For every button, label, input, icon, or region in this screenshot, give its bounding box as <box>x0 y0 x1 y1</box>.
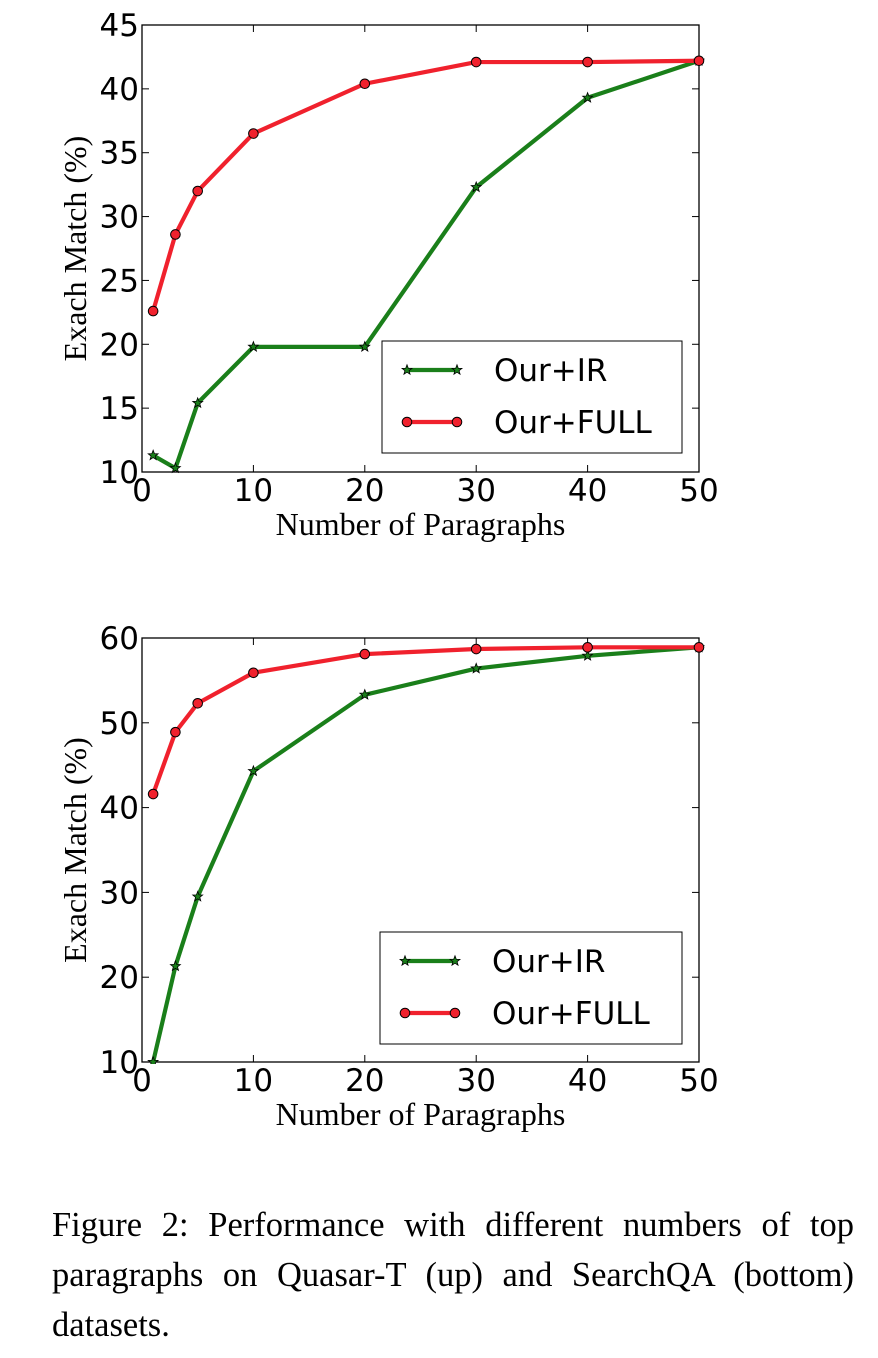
legend-label-our-full: Our+FULL <box>492 996 651 1032</box>
legend-marker-our-ir <box>448 954 462 967</box>
data-point-our-full <box>359 648 371 660</box>
data-point-our-full <box>693 55 705 67</box>
legend: Our+IR Our+FULL <box>381 340 683 454</box>
x-tick-label: 10 <box>234 1063 273 1099</box>
data-point-our-ir <box>169 461 182 474</box>
data-point-our-full <box>147 305 159 317</box>
legend-box <box>381 340 683 454</box>
figure-caption: Figure 2: Performance with different num… <box>52 1206 854 1344</box>
x-tick-label: 10 <box>234 473 273 509</box>
data-point-our-full <box>170 229 181 240</box>
y-tick-label: 25 <box>100 263 139 299</box>
y-axis-title: Exach Match (%) <box>57 136 93 362</box>
legend-marker-our-full <box>449 1007 461 1019</box>
x-tick-label: 40 <box>568 473 607 509</box>
legend-box <box>379 931 683 1045</box>
data-point-our-ir <box>247 764 260 777</box>
series-line-our-full <box>151 645 699 795</box>
data-point-our-ir <box>581 91 594 103</box>
data-point-our-ir <box>470 180 483 193</box>
data-point-our-ir <box>147 1055 160 1064</box>
data-point-our-ir <box>191 396 204 409</box>
y-tick-label: 10 <box>100 455 139 491</box>
data-point-our-full <box>693 642 705 653</box>
x-tick-label: 0 <box>132 1063 152 1099</box>
data-point-our-ir <box>581 649 594 661</box>
data-point-our-ir <box>470 662 483 674</box>
x-axis-title: Number of Paragraphs <box>276 1096 566 1132</box>
legend-marker-our-ir <box>398 954 412 967</box>
series-line-our-full <box>151 58 700 312</box>
y-tick-label: 10 <box>100 1045 139 1081</box>
data-point-our-ir <box>247 340 260 352</box>
data-point-our-ir <box>358 688 371 700</box>
data-point-our-ir <box>169 959 182 972</box>
data-point-our-full <box>192 697 203 709</box>
y-tick-label: 30 <box>100 200 139 236</box>
x-tick-label: 30 <box>456 1063 495 1099</box>
x-tick-label: 30 <box>456 473 495 509</box>
series-line-our-ir <box>151 645 700 1063</box>
x-axis-title: Number of Paragraphs <box>276 506 566 542</box>
y-tick-label: 40 <box>100 791 139 827</box>
plot-area <box>147 54 705 474</box>
y-tick-label: 30 <box>100 875 139 911</box>
data-point-our-full <box>170 726 181 738</box>
y-tick-label: 20 <box>100 960 139 996</box>
y-tick-label: 60 <box>100 621 139 657</box>
x-tick-label: 20 <box>345 473 384 509</box>
data-point-our-full <box>192 185 203 197</box>
x-tick-label: 40 <box>568 1063 607 1099</box>
plot-area <box>147 640 705 1064</box>
data-point-our-full <box>248 667 259 679</box>
legend-marker-our-full <box>401 416 413 428</box>
plot-frame <box>141 637 700 1063</box>
legend-label-our-full: Our+FULL <box>494 405 653 441</box>
legend: Our+IR Our+FULL <box>379 931 683 1045</box>
data-point-our-full <box>470 56 482 68</box>
y-tick-label: 35 <box>100 136 139 172</box>
y-tick-label: 50 <box>100 706 139 742</box>
data-point-our-full <box>248 128 259 139</box>
legend-marker-our-full <box>451 416 463 428</box>
series-line-our-ir <box>152 58 700 471</box>
legend-marker-our-full <box>399 1007 411 1019</box>
legend-marker-our-ir <box>450 363 464 376</box>
data-point-our-full <box>470 643 482 655</box>
legend-label-our-ir: Our+IR <box>494 353 607 389</box>
y-tick-label: 40 <box>100 72 139 108</box>
data-point-our-ir <box>191 890 204 902</box>
y-tick-label: 15 <box>100 391 139 427</box>
x-tick-label: 20 <box>345 1063 384 1099</box>
plot-frame <box>141 24 700 473</box>
x-tick-label: 0 <box>132 473 152 509</box>
y-tick-label: 45 <box>100 8 139 44</box>
data-point-our-ir <box>147 449 160 461</box>
data-point-our-full <box>582 642 593 653</box>
x-tick-label: 50 <box>679 473 718 509</box>
data-point-our-full <box>147 788 159 800</box>
y-axis-title: Exach Match (%) <box>57 737 93 963</box>
data-point-our-full <box>582 56 593 68</box>
legend-label-our-ir: Our+IR <box>492 944 605 980</box>
x-tick-label: 50 <box>679 1063 718 1099</box>
data-point-our-ir <box>358 340 371 352</box>
y-tick-label: 20 <box>100 327 139 363</box>
data-point-our-full <box>359 78 371 90</box>
legend-marker-our-ir <box>400 363 414 376</box>
